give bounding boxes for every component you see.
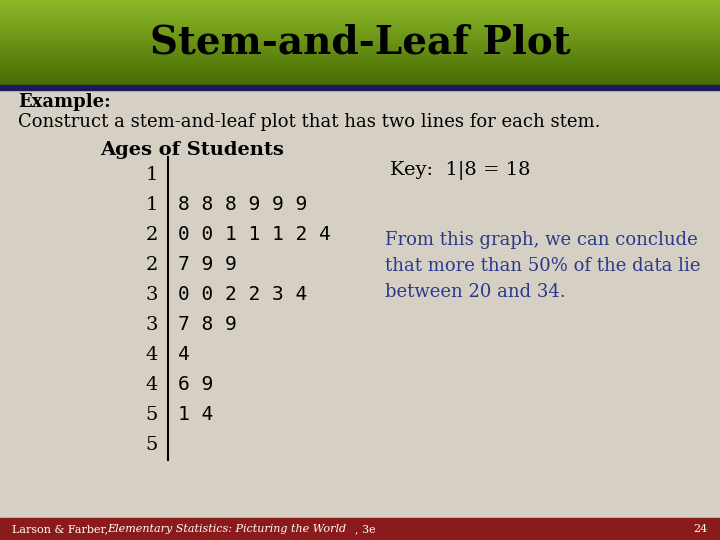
Bar: [0, 80, 720, 82]
Text: , 3e: , 3e: [355, 524, 376, 534]
Bar: [0, 22, 720, 24]
Bar: [0, 55, 720, 56]
Text: 5: 5: [145, 436, 158, 454]
Bar: [0, 32, 720, 34]
Text: Key:  1|8 = 18: Key: 1|8 = 18: [390, 160, 531, 179]
Bar: [0, 7, 720, 9]
Bar: [0, 0, 720, 2]
Text: From this graph, we can conclude: From this graph, we can conclude: [385, 231, 698, 249]
Text: 0 0 2 2 3 4: 0 0 2 2 3 4: [178, 286, 307, 305]
Bar: [0, 518, 720, 540]
Bar: [0, 44, 720, 46]
Bar: [0, 51, 720, 53]
Text: 24: 24: [694, 524, 708, 534]
Bar: [0, 56, 720, 58]
Bar: [0, 9, 720, 10]
Text: 7 9 9: 7 9 9: [178, 255, 237, 274]
Bar: [0, 25, 720, 27]
Text: 8 8 8 9 9 9: 8 8 8 9 9 9: [178, 195, 307, 214]
Text: Larson & Farber,: Larson & Farber,: [12, 524, 112, 534]
Bar: [0, 71, 720, 73]
Text: 2: 2: [145, 256, 158, 274]
Text: 4: 4: [145, 346, 158, 364]
Bar: [0, 15, 720, 17]
Bar: [0, 61, 720, 63]
Text: Example:: Example:: [18, 93, 111, 111]
Bar: [0, 43, 720, 44]
Text: between 20 and 34.: between 20 and 34.: [385, 283, 566, 301]
Bar: [0, 46, 720, 48]
Bar: [0, 2, 720, 3]
Bar: [0, 31, 720, 32]
Text: Stem-and-Leaf Plot: Stem-and-Leaf Plot: [150, 24, 570, 62]
Bar: [0, 39, 720, 41]
Bar: [0, 12, 720, 14]
Bar: [0, 65, 720, 66]
Bar: [0, 10, 720, 12]
Bar: [0, 78, 720, 80]
Bar: [0, 17, 720, 19]
Bar: [0, 73, 720, 75]
Text: 4: 4: [178, 346, 190, 365]
Text: 5: 5: [145, 406, 158, 424]
Text: 3: 3: [145, 316, 158, 334]
Bar: [0, 70, 720, 71]
Text: 1: 1: [145, 166, 158, 184]
Bar: [0, 27, 720, 29]
Bar: [0, 29, 720, 31]
Bar: [0, 19, 720, 21]
Bar: [0, 49, 720, 51]
Bar: [0, 59, 720, 61]
Bar: [0, 41, 720, 43]
Bar: [0, 48, 720, 49]
Text: 2: 2: [145, 226, 158, 244]
Bar: [0, 53, 720, 55]
Bar: [0, 5, 720, 7]
Bar: [0, 77, 720, 78]
Bar: [0, 37, 720, 39]
Text: Construct a stem-and-leaf plot that has two lines for each stem.: Construct a stem-and-leaf plot that has …: [18, 113, 600, 131]
Text: Ages of Students: Ages of Students: [100, 141, 284, 159]
Bar: [0, 36, 720, 37]
Bar: [0, 34, 720, 36]
Bar: [0, 21, 720, 22]
Text: 4: 4: [145, 376, 158, 394]
Bar: [0, 66, 720, 68]
Text: 0 0 1 1 1 2 4: 0 0 1 1 1 2 4: [178, 226, 330, 245]
Bar: [0, 3, 720, 5]
Bar: [0, 14, 720, 15]
Text: 3: 3: [145, 286, 158, 304]
Bar: [0, 75, 720, 77]
Bar: [0, 63, 720, 65]
Text: that more than 50% of the data lie: that more than 50% of the data lie: [385, 257, 701, 275]
Text: 1: 1: [145, 196, 158, 214]
Bar: [0, 68, 720, 70]
Bar: [0, 82, 720, 83]
Text: Elementary Statistics: Picturing the World: Elementary Statistics: Picturing the Wor…: [107, 524, 346, 534]
Text: 1 4: 1 4: [178, 406, 213, 424]
Text: 6 9: 6 9: [178, 375, 213, 395]
Bar: [0, 58, 720, 59]
Bar: [0, 83, 720, 85]
Bar: [0, 85, 720, 90]
Text: 7 8 9: 7 8 9: [178, 315, 237, 334]
Bar: [0, 24, 720, 25]
